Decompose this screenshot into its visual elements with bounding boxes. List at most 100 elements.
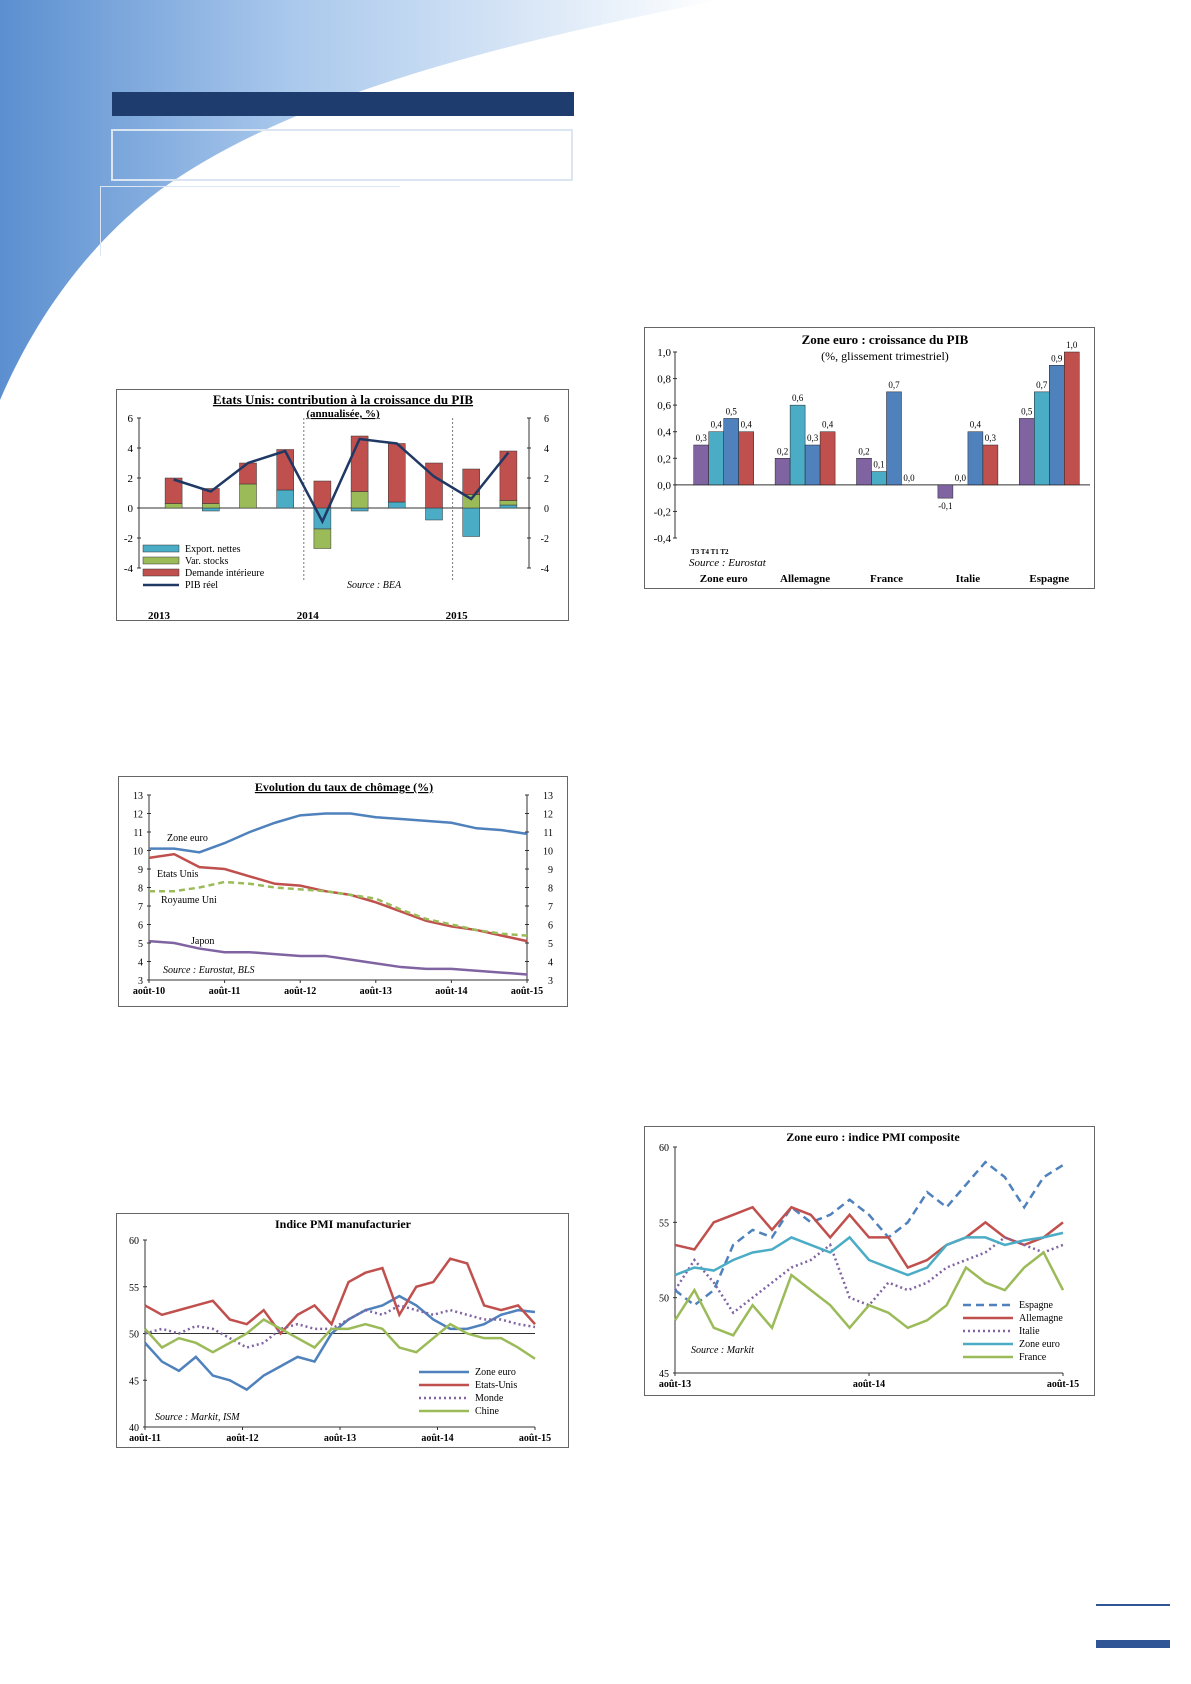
bar — [1019, 418, 1035, 486]
series-line — [144, 1304, 536, 1349]
y-tick-label: 60 — [659, 1143, 669, 1154]
legend-swatch — [142, 544, 180, 553]
data-label: 0,4 — [822, 420, 834, 430]
y-tick-label: 0,0 — [657, 480, 671, 492]
category-label: Zone euro — [700, 573, 748, 585]
bar-segment — [164, 503, 183, 509]
y-tick-label-right: 3 — [548, 976, 553, 987]
y-tick-label-right: -4 — [541, 564, 549, 575]
y-tick-label-right: -2 — [541, 534, 549, 545]
data-label: 0,3 — [696, 433, 708, 443]
data-label: 0,1 — [873, 460, 884, 470]
x-tick-label: août-15 — [511, 986, 543, 997]
unemployment-chart: Evolution du taux de chômage (%) 3 3 4 4 5 5 6 6… — [118, 776, 568, 1007]
x-tick-label: août-11 — [209, 986, 241, 997]
legend-label: Allemagne — [1019, 1313, 1063, 1324]
y-tick-label-right: 11 — [543, 828, 553, 839]
bar — [886, 391, 902, 486]
y-tick-label: 5 — [138, 939, 143, 950]
pmi-composite-chart: Zone euro : indice PMI composite 45 50 55 60… — [644, 1126, 1095, 1396]
x-tick-label: août-15 — [519, 1433, 551, 1444]
category-label: France — [870, 573, 903, 585]
x-tick-label: août-10 — [133, 986, 165, 997]
y-tick-label: 13 — [133, 791, 143, 802]
year-label: 2013 — [148, 610, 171, 622]
legend-label: France — [1019, 1352, 1047, 1363]
bar — [708, 431, 724, 486]
data-label: 0,4 — [741, 420, 753, 430]
y-tick-label-right: 4 — [544, 444, 549, 455]
chart-subtitle: (annualisée, %) — [306, 408, 380, 420]
bar-segment — [313, 528, 332, 549]
x-tick-label: août-13 — [659, 1379, 691, 1390]
bar — [789, 404, 806, 486]
chart-source: Source : Markit — [691, 1345, 754, 1356]
x-tick-label: août-14 — [853, 1379, 885, 1390]
data-label: 0,5 — [726, 406, 738, 416]
data-label: 0,0 — [955, 473, 967, 483]
legend-label: Var. stocks — [185, 556, 228, 567]
chart-title: Evolution du taux de chômage (%) — [255, 780, 433, 794]
legend-label: Espagne — [1019, 1300, 1053, 1311]
bar-segment — [276, 449, 294, 491]
legend-label: Zone euro — [1019, 1339, 1060, 1350]
bar-segment — [388, 443, 406, 503]
series-line — [673, 1235, 1064, 1315]
gdp-line — [173, 437, 510, 525]
bar-segment — [164, 477, 183, 504]
series-label: Royaume Uni — [161, 895, 217, 906]
bar-segment — [350, 435, 369, 492]
ez-gdp-chart: Zone euro : croissance du PIB (%, glissem… — [644, 327, 1095, 589]
chart-subtitle: (%, glissement trimestriel) — [821, 349, 949, 363]
quarter-labels: T3 T4 T1 T2 — [691, 548, 729, 556]
blue-swoosh — [0, 0, 720, 400]
pmi-manuf-svg: Indice PMI manufacturier 40 45 50 55 60 août-1… — [129, 1217, 551, 1444]
bar — [774, 458, 791, 486]
chart-title: Zone euro : indice PMI composite — [786, 1130, 960, 1144]
y-tick-label: 40 — [129, 1423, 139, 1434]
bar-segment — [276, 489, 294, 509]
y-tick-label: 10 — [133, 847, 143, 858]
data-label: 0,2 — [858, 446, 869, 456]
x-tick-label: août-11 — [129, 1433, 161, 1444]
series-line — [674, 1160, 1064, 1307]
data-label: 0,6 — [792, 393, 804, 403]
header-box-2 — [100, 186, 400, 187]
footer-accent-top — [1096, 1604, 1170, 1606]
series-line — [148, 939, 528, 976]
bar-segment — [425, 507, 443, 521]
data-label: 0,4 — [970, 420, 982, 430]
data-label: -0,1 — [938, 501, 952, 511]
y-tick-label: -0,2 — [654, 506, 671, 518]
x-tick-label: août-14 — [421, 1433, 453, 1444]
y-tick-label-right: 6 — [544, 414, 549, 425]
chart-source: Source : Markit, ISM — [155, 1412, 240, 1423]
legend-label: Monde — [475, 1393, 504, 1404]
ez-gdp-svg: Zone euro : croissance du PIB (%, glissem… — [654, 332, 1090, 585]
data-label: 0,7 — [1036, 380, 1048, 390]
bar — [804, 444, 821, 486]
data-label: 0,0 — [903, 473, 915, 483]
y-tick-label-right: 4 — [548, 958, 553, 969]
bar-segment — [462, 468, 480, 495]
chart-source: Source : Eurostat, BLS — [163, 965, 254, 976]
y-tick-label-left: 0 — [128, 503, 134, 515]
y-tick-label-right: 2 — [544, 474, 549, 485]
x-tick-label: août-15 — [1047, 1379, 1079, 1390]
bar — [967, 431, 984, 486]
y-tick-label: 0,6 — [657, 400, 671, 412]
legend-label: Chine — [475, 1406, 499, 1417]
data-label: 1,0 — [1066, 340, 1078, 350]
series-label: Zone euro — [167, 833, 208, 844]
y-tick-label-left: 2 — [128, 473, 134, 485]
y-tick-label: 60 — [129, 1236, 139, 1247]
bar-segment — [462, 507, 480, 537]
legend-label: Export. nettes — [185, 544, 241, 555]
y-tick-label: 11 — [133, 828, 143, 839]
data-label: 0,3 — [807, 433, 819, 443]
series-line — [149, 880, 528, 937]
y-tick-label: 55 — [659, 1218, 669, 1229]
us-gdp-chart: Etats Unis: contribution à la croissance… — [116, 389, 569, 622]
header-box-3 — [100, 186, 101, 256]
